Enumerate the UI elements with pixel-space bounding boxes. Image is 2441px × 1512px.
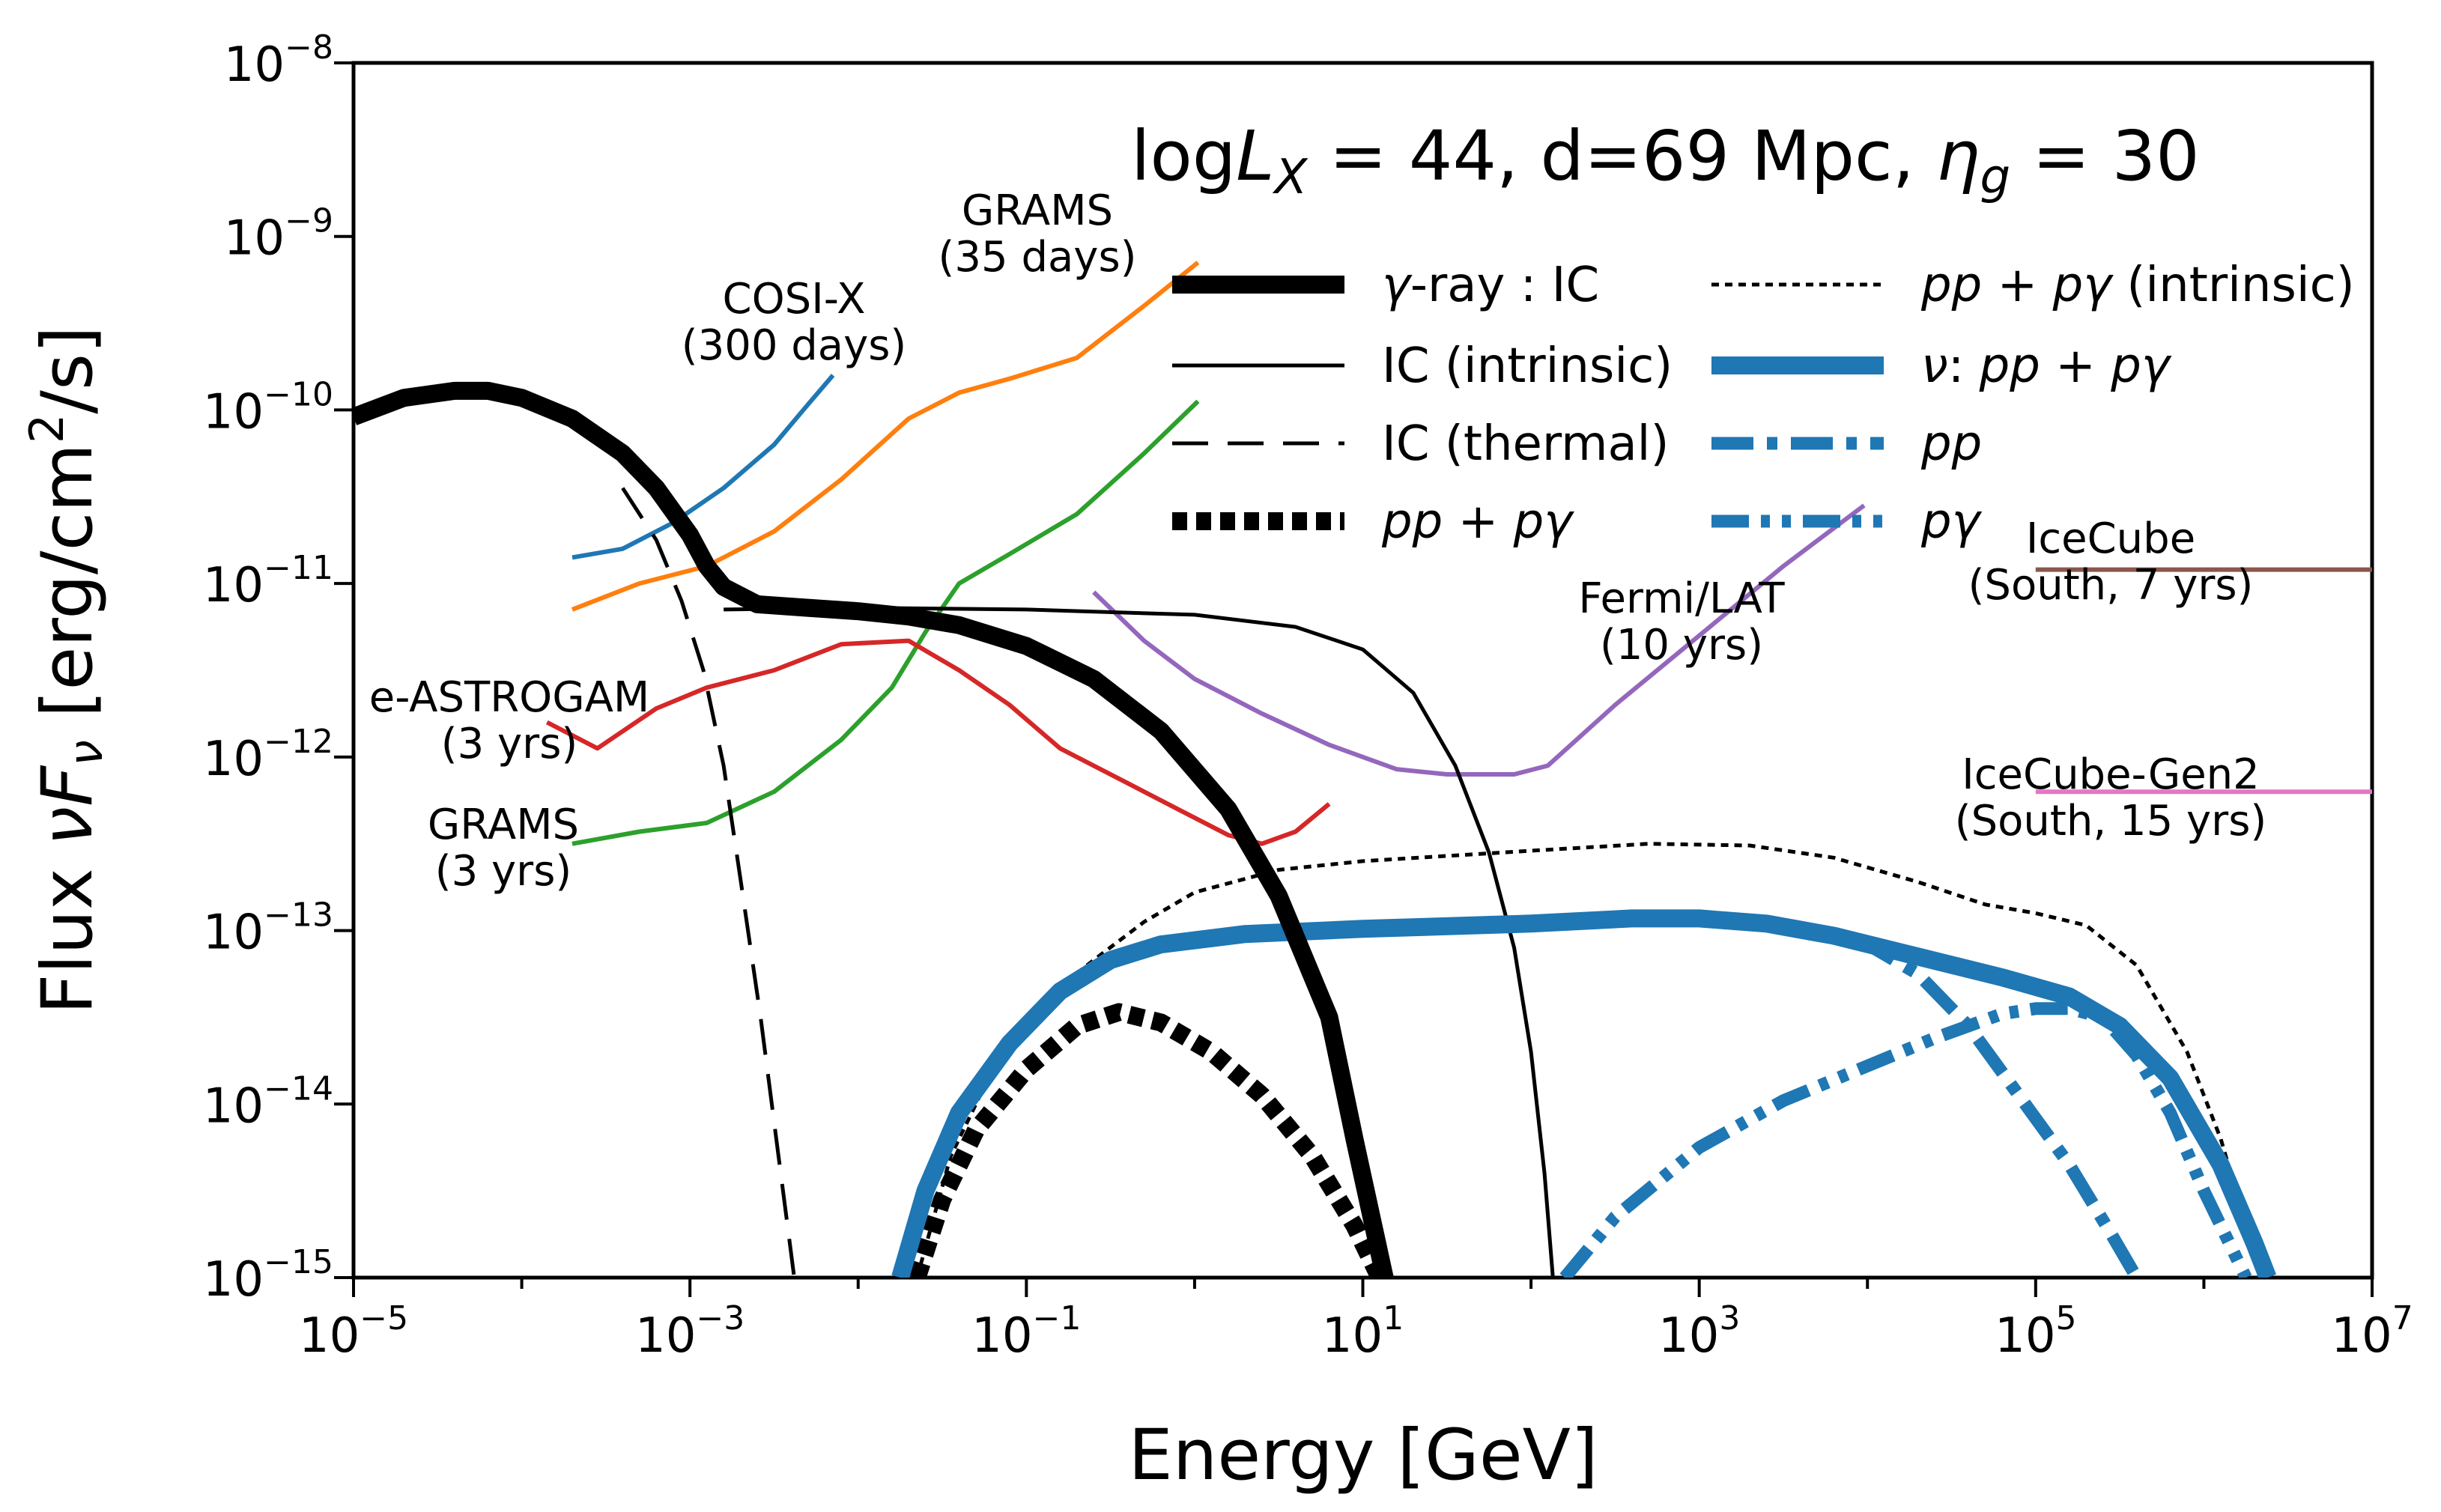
label-fermi: Fermi/LAT (10 yrs) bbox=[1578, 574, 1785, 670]
label-icecube_gen2: IceCube-Gen2 (South, 15 yrs) bbox=[1955, 750, 2266, 845]
chart-title: logLX = 44, d=69 Mpc, ηg = 30 bbox=[1131, 116, 2200, 205]
x-tick-label: 101 bbox=[1322, 1299, 1404, 1364]
x-tick-label: 105 bbox=[1995, 1299, 2076, 1364]
x-axis-title: Energy [GeV] bbox=[1128, 1415, 1598, 1496]
y-tick-label: 10−10 bbox=[203, 375, 333, 440]
series-ic_thermal bbox=[621, 487, 796, 1278]
legend-label: IC (intrinsic) bbox=[1382, 338, 1673, 394]
sensitivity-cosi bbox=[571, 374, 835, 560]
x-tick-label: 10−1 bbox=[971, 1299, 1081, 1364]
y-tick-label: 10−15 bbox=[203, 1243, 333, 1308]
x-tick-label: 107 bbox=[2331, 1299, 2413, 1364]
legend-entry-gamma_ic: γ-ray : IC bbox=[1172, 258, 1599, 313]
legend-label: pp bbox=[1920, 416, 1982, 472]
label-grams35: GRAMS (35 days) bbox=[939, 186, 1137, 282]
series-ic_intrinsic bbox=[724, 606, 1555, 1278]
x-tick-label: 10−3 bbox=[635, 1299, 745, 1364]
series-gamma_ic bbox=[354, 381, 1394, 1278]
legend-label: pγ bbox=[1920, 494, 1983, 550]
sensitivity-curves bbox=[545, 261, 2372, 846]
label-cosi: COSI-X (300 days) bbox=[682, 275, 907, 370]
label-grams3: GRAMS (3 yrs) bbox=[428, 801, 579, 896]
axis-ticks bbox=[334, 61, 2374, 1297]
y-tick-label: 10−8 bbox=[224, 28, 333, 93]
legend-entry-pp_pgamma: pp + pγ bbox=[1172, 494, 1574, 550]
legend-entry-nu_pgamma: pγ bbox=[1711, 494, 1983, 550]
label-icecube: IceCube (South, 7 yrs) bbox=[1968, 514, 2254, 610]
y-tick-label: 10−13 bbox=[203, 896, 333, 961]
legend-entry-ic_intrinsic: IC (intrinsic) bbox=[1172, 338, 1673, 394]
legend-entry-ic_thermal: IC (thermal) bbox=[1172, 416, 1669, 472]
legend-entry-nu_pp: pp bbox=[1711, 416, 1982, 472]
model-curves bbox=[354, 381, 2276, 1278]
x-tick-label: 103 bbox=[1658, 1299, 1740, 1364]
legend-label: ν: pp + pγ bbox=[1921, 338, 2172, 394]
legend-entry-nu_total: ν: pp + pγ bbox=[1711, 338, 2172, 394]
series-pp_pgamma bbox=[908, 1003, 1388, 1278]
series-nu_pgamma bbox=[1559, 1002, 2252, 1278]
y-tick-label: 10−12 bbox=[203, 723, 333, 787]
detector-labels: COSI-X (300 days) GRAMS (35 days) GRAMS (3 yr… bbox=[369, 186, 2266, 896]
x-tick-label: 10−5 bbox=[299, 1299, 408, 1364]
label-eastrogam: e-ASTROGAM (3 yrs) bbox=[369, 673, 650, 768]
y-tick-labels: 10−8 10−9 10−10 10−11 10−12 10−13 10−14 10−15 bbox=[203, 28, 333, 1308]
legend-label: pp + pγ (intrinsic) bbox=[1920, 258, 2355, 313]
y-tick-label: 10−11 bbox=[203, 549, 333, 613]
legend: γ-ray : IC IC (intrinsic) IC (thermal) pp +… bbox=[1172, 258, 2355, 550]
sensitivity-fermi bbox=[1092, 503, 1866, 777]
series-nu_total bbox=[891, 909, 2276, 1278]
sensitivity-grams35 bbox=[571, 261, 1200, 612]
y-tick-label: 10−9 bbox=[224, 202, 333, 267]
y-axis-title: Flux νFν [erg/cm2/s] bbox=[19, 326, 113, 1014]
x-tick-labels: 10−5 10−3 10−1 101 103 105 107 bbox=[299, 1299, 2413, 1364]
legend-label: pp + pγ bbox=[1381, 494, 1574, 550]
legend-entry-pp_pgamma_intrinsic: pp + pγ (intrinsic) bbox=[1711, 258, 2355, 313]
sensitivity-grams3 bbox=[571, 399, 1200, 846]
y-tick-label: 10−14 bbox=[203, 1069, 333, 1134]
legend-label: IC (thermal) bbox=[1382, 416, 1669, 472]
legend-label: γ-ray : IC bbox=[1382, 258, 1599, 313]
